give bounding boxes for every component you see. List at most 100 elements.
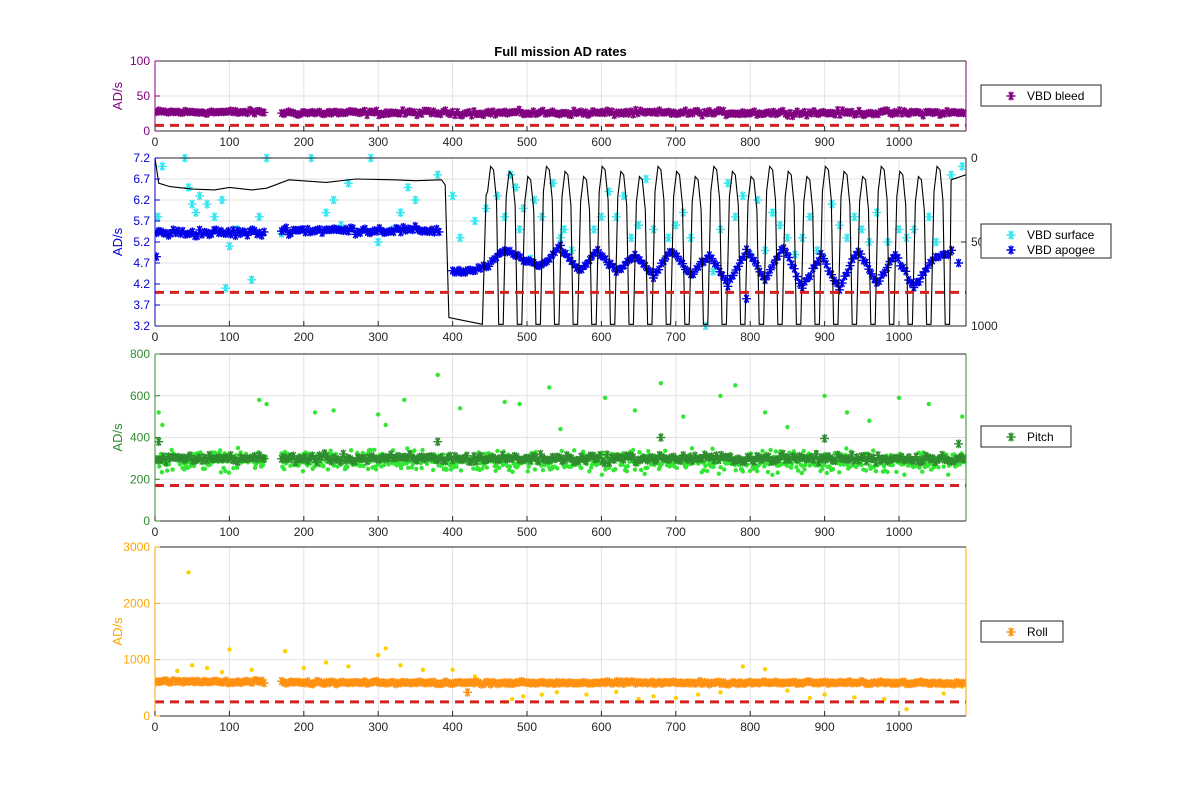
series-1-point (822, 393, 827, 398)
roll-point (576, 678, 586, 688)
series-1-point (894, 469, 899, 475)
series-1-point (807, 695, 812, 701)
vbd-bleed-point (833, 105, 842, 115)
roll-point (300, 678, 310, 688)
series-1-point (681, 414, 686, 419)
vbd-bleed-point (819, 107, 828, 117)
roll-point (890, 678, 900, 687)
vbd-apogee-point (540, 258, 549, 267)
vbd-apogee-point (909, 283, 919, 292)
series-1-point (801, 448, 806, 454)
series-1-point (579, 465, 584, 471)
vbd-bleed-point (443, 109, 453, 118)
vbd-surface-point (433, 170, 443, 180)
series-1-point (871, 448, 876, 453)
vbd-surface-point (805, 212, 815, 222)
x-tick-label: 300 (368, 525, 388, 539)
vbd-bleed-point (231, 106, 240, 116)
series-1-point (852, 695, 857, 700)
series-1-point (493, 468, 498, 473)
series-1-point (186, 570, 191, 575)
vbd-apogee-point (367, 227, 377, 237)
pitch-point (365, 453, 374, 463)
vbd-surface-point (626, 233, 636, 243)
legend-box (980, 84, 1102, 107)
pitch-point (826, 453, 835, 463)
series-1-point (911, 464, 916, 470)
x-tick-label: 500 (517, 135, 537, 149)
roll-point (702, 678, 712, 687)
series-1-point (705, 468, 710, 474)
vbd-bleed-point (438, 107, 448, 116)
series-1-point (457, 406, 463, 411)
series-1-point (755, 468, 760, 474)
roll-point (640, 677, 650, 687)
pitch-point (583, 453, 593, 463)
roll-point (200, 676, 209, 686)
vbd-bleed-point (358, 107, 367, 117)
vbd-apogee-point (712, 261, 722, 270)
vbd-bleed-point (324, 107, 334, 117)
vbd-bleed-point (916, 109, 925, 118)
series-1-point (420, 667, 426, 672)
vbd-surface-point (511, 183, 521, 192)
vbd-apogee-point (588, 251, 597, 260)
pitch-point (819, 452, 828, 462)
vbd-surface-point (448, 191, 457, 201)
vbd-bleed-point (648, 108, 657, 117)
series-1-point (952, 452, 957, 457)
vbd-surface-point (184, 183, 193, 192)
pitch-point (731, 456, 740, 466)
pitch-point (391, 453, 400, 463)
vbd-surface-point (373, 237, 383, 247)
series-1-point (373, 467, 379, 472)
pitch-point (324, 455, 334, 464)
pitch-point (693, 454, 702, 464)
vbd-apogee-point (558, 248, 568, 258)
vbd-apogee-point (843, 268, 852, 277)
vbd-apogee-point (901, 266, 911, 276)
series-1-point (507, 464, 513, 469)
roll-point (315, 677, 324, 687)
roll-point (426, 678, 436, 688)
series-1-point (226, 470, 232, 475)
roll-point (277, 676, 286, 686)
y-axis-label: AD/s (110, 423, 125, 452)
pitch-point (312, 457, 322, 467)
vbd-bleed-point (686, 108, 695, 117)
pitch-point (155, 456, 164, 465)
series-1-point (218, 470, 224, 475)
vbd-apogee-point (503, 247, 512, 257)
vbd-bleed-point (605, 108, 614, 117)
roll-point (429, 677, 438, 687)
vbd-apogee-point (434, 227, 444, 237)
vbd-apogee-point (800, 277, 810, 286)
vbd-bleed-point (226, 106, 235, 115)
pitch-point (161, 457, 171, 467)
roll-point (176, 677, 185, 686)
series-1-point (321, 464, 326, 469)
series-1-point (444, 467, 449, 472)
series-1-point (559, 448, 564, 454)
vbd-bleed-point (567, 110, 576, 120)
series-1-point (941, 464, 946, 469)
pitch-point (426, 452, 436, 461)
series-1-point (926, 401, 931, 407)
vbd-apogee-point (195, 225, 204, 235)
vbd-bleed-point (498, 108, 507, 118)
series-1-point (827, 464, 832, 469)
series-1-point (217, 448, 223, 453)
pitch-point (481, 455, 491, 465)
y-tick-label: 0 (143, 514, 150, 528)
series-1-point (572, 448, 577, 453)
vbd-bleed-point (308, 107, 317, 117)
vbd-bleed-point (479, 110, 488, 120)
vbd-bleed-point (804, 108, 814, 117)
series-1-point (645, 465, 650, 470)
vbd-bleed-point (698, 111, 707, 120)
vbd-apogee-point (580, 261, 589, 271)
pitch-point (180, 455, 190, 465)
roll-point (916, 677, 926, 687)
series-1-point (794, 465, 799, 470)
pitch-point (462, 451, 472, 461)
